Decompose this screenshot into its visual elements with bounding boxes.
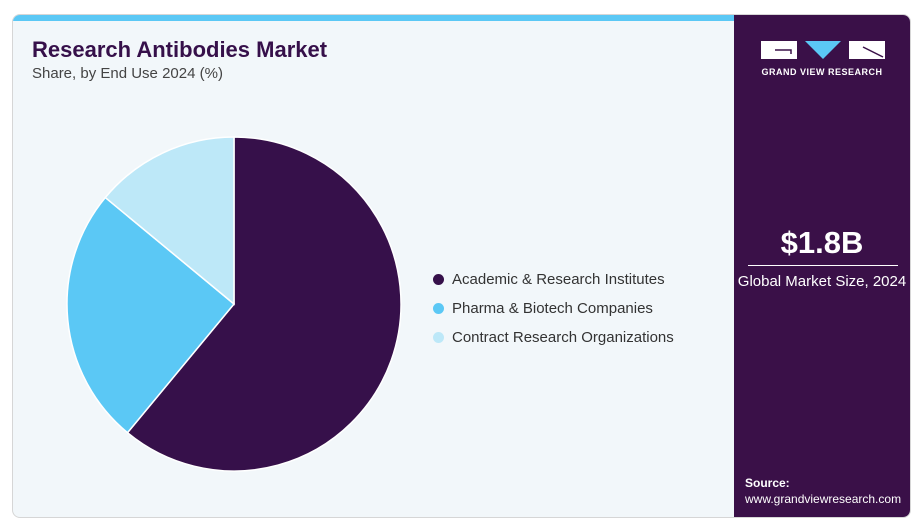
legend-item: Academic & Research Institutes (433, 265, 674, 294)
chart-subtitle: Share, by End Use 2024 (%) (32, 65, 223, 82)
legend-marker (433, 332, 444, 343)
grand-view-research-logo (761, 41, 885, 59)
legend-marker (433, 274, 444, 285)
legend-label: Contract Research Organizations (452, 329, 674, 346)
source-label: Source: (745, 476, 790, 490)
source-url[interactable]: www.grandviewresearch.com (745, 492, 902, 506)
chart-card: Research Antibodies Market Share, by End… (12, 14, 911, 518)
legend-marker (433, 303, 444, 314)
logo-text: GRAND VIEW RESEARCH (761, 67, 883, 77)
pie-chart (66, 136, 402, 472)
divider (748, 265, 898, 266)
market-size-caption: Global Market Size, 2024 (737, 273, 907, 290)
source: Source: www.grandviewresearch.com (745, 475, 901, 507)
legend-label: Pharma & Biotech Companies (452, 300, 653, 317)
legend: Academic & Research Institutes Pharma & B… (433, 265, 674, 352)
sidebar-panel: GRAND VIEW RESEARCH $1.8B Global Market … (734, 15, 910, 517)
chart-title: Research Antibodies Market (32, 37, 328, 62)
pie-slice-1 (66, 196, 236, 434)
legend-item: Contract Research Organizations (433, 323, 674, 352)
pie-slice-0 (126, 136, 402, 472)
accent-bar (13, 15, 734, 21)
market-size-value: $1.8B (780, 225, 864, 260)
legend-label: Academic & Research Institutes (452, 271, 665, 288)
legend-item: Pharma & Biotech Companies (433, 294, 674, 323)
pie-slice-2 (104, 136, 235, 306)
